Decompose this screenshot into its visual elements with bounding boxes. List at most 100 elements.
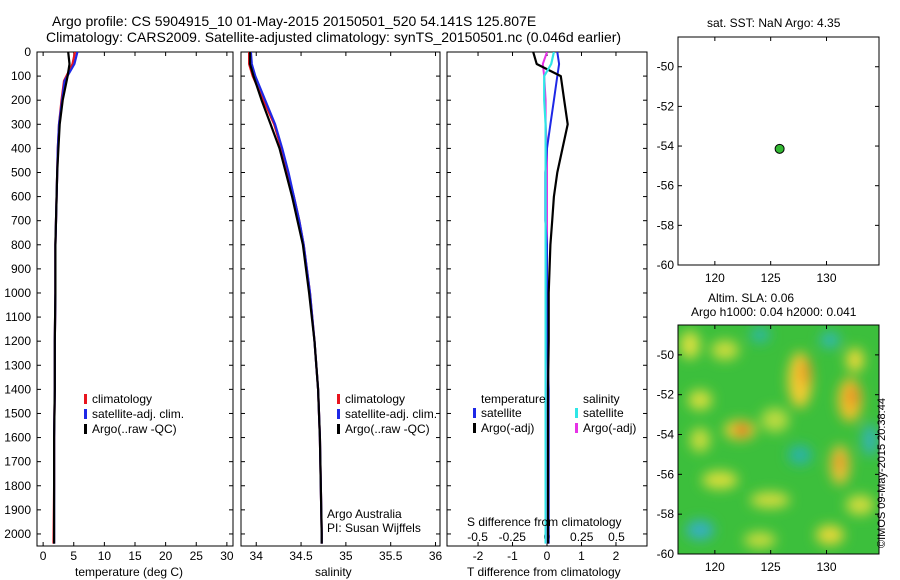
temperature-series [52,52,79,544]
depth-tick-label: 1700 [4,455,31,469]
sst-map-ytick-label: -52 [657,99,675,113]
s-difference-tick-label: 0.5 [608,530,625,544]
sla-heatmap [678,325,879,554]
difference-legend-t-swatch [473,423,476,433]
difference-series [532,52,569,544]
depth-tick-label: 1600 [4,431,31,445]
depth-tick-label: 1800 [4,479,31,493]
sst-map-xtick-label: 120 [705,271,725,285]
map-points [774,143,785,154]
sst-map-ytick-label: -58 [657,218,675,232]
salinity-panel-frame [240,51,441,547]
temperature-xlabel: temperature (deg C) [75,565,184,579]
sst-map-xtick-label: 125 [761,271,781,285]
salinity-line-argo-raw-qc- [248,52,323,544]
temperature-legend-label: climatology [92,392,152,406]
salinity-line-satellite-adj-clim- [249,52,323,544]
salinity-note-pi: PI: Susan Wijffels [327,521,421,535]
depth-tick-label: 2000 [4,527,31,541]
temperature-line-climatology [52,52,77,544]
temperature-legend-label: satellite-adj. clim. [92,407,184,421]
salinity-legend-swatch [337,409,340,419]
difference-legend-s-label: Argo(-adj) [583,421,636,435]
t-difference-xtick-label: 2 [613,549,620,563]
temperature-legend-swatch [84,409,87,419]
sla-map-ytick-label: -54 [657,428,675,442]
difference-legend-t-swatch [473,408,476,418]
salinity-note-institution: Argo Australia [327,507,402,521]
depth-tick-label: 700 [11,214,31,228]
temperature-xtick-label: 20 [159,549,173,563]
temperature-legend-swatch [84,394,87,404]
difference-legend-s-swatch [575,423,578,433]
salinity-legend-label: climatology [345,392,405,406]
temperature-legend-swatch [84,424,87,434]
salinity-series [248,52,323,544]
sla-map-frame [677,324,880,555]
s-difference-tick-label: -0.5 [467,530,488,544]
s-difference-tick-label: 0.25 [570,530,594,544]
depth-tick-label: 1500 [4,406,31,420]
s-difference-tick-label: -0.25 [499,530,527,544]
sst-map-title: sat. SST: NaN Argo: 4.35 [707,16,841,30]
salinity-xtick-label: 35.5 [379,549,403,563]
temperature-xtick-label: 30 [220,549,234,563]
depth-tick-label: 500 [11,165,31,179]
sla-map-xtick-label: 120 [705,560,725,574]
t-difference-xtick-label: 0 [544,549,551,563]
sla-map-xtick-label: 125 [761,560,781,574]
t-difference-xlabel: T difference from climatology [467,565,621,579]
sst-map-ytick-label: -56 [657,179,675,193]
depth-tick-label: 900 [11,262,31,276]
sla-map-title2: Argo h1000: 0.04 h2000: 0.041 [691,305,857,319]
temperature-legend-label: Argo(..raw -QC) [92,422,177,436]
salinity-legend-swatch [337,424,340,434]
t-difference-xtick-label: -1 [507,549,518,563]
s-difference-line-satellite [543,52,555,544]
depth-tick-label: 300 [11,117,31,131]
imos-timestamp: ©IMOS 09-May-2015 20:38:44 [876,398,888,548]
temperature-line-satellite-adj-clim- [52,52,79,544]
depth-tick-label: 1000 [4,286,31,300]
sst-map-xtick-label: 130 [817,271,837,285]
temperature-xtick-label: 5 [70,549,77,563]
sla-map-ytick-label: -58 [657,507,675,521]
temperature-xtick-label: 10 [98,549,112,563]
salinity-xtick-label: 35 [339,549,353,563]
difference-legend-t-label: Argo(-adj) [481,421,534,435]
sla-map-ytick-label: -56 [657,467,675,481]
temperature-xtick-label: 0 [40,549,47,563]
chart-title-line1: Argo profile: CS 5904915_10 01-May-2015 … [52,13,537,29]
sla-map-title1: Altim. SLA: 0.06 [708,291,795,305]
sla-map-xtick-label: 130 [817,560,837,574]
temperature-panel-frame [36,51,234,547]
legend-salinity-heading: salinity [583,392,620,406]
depth-tick-label: 200 [11,93,31,107]
salinity-legend-swatch [337,394,340,404]
temperature-line-argo-raw-qc- [52,52,71,544]
sla-map-ytick-label: -50 [657,348,675,362]
depth-tick-label: 1200 [4,334,31,348]
salinity-xlabel: salinity [315,565,352,579]
depth-tick-label: 1300 [4,358,31,372]
sla-map-ytick-label: -60 [657,547,675,561]
salinity-xtick-label: 34 [250,549,264,563]
salinity-legend-label: Argo(..raw -QC) [345,422,430,436]
chart-title-line2: Climatology: CARS2009. Satellite-adjuste… [46,29,622,45]
difference-legend-s-label: satellite [583,406,624,420]
temperature-xtick-label: 15 [128,549,142,563]
t-difference-xtick-label: -2 [473,549,484,563]
depth-tick-label: 100 [11,69,31,83]
sst-map-frame [677,36,880,266]
t-difference-line-argo [532,52,569,544]
depth-tick-label: 400 [11,141,31,155]
s-difference-title: S difference from climatology [467,515,622,529]
depth-tick-label: 1100 [5,310,31,324]
legend-temperature-heading: temperature [481,392,546,406]
sla-map-ytick-label: -52 [657,388,675,402]
depth-tick-label: 800 [11,238,31,252]
depth-tick-label: 0 [24,45,31,59]
salinity-legend-label: satellite-adj. clim. [345,407,437,421]
